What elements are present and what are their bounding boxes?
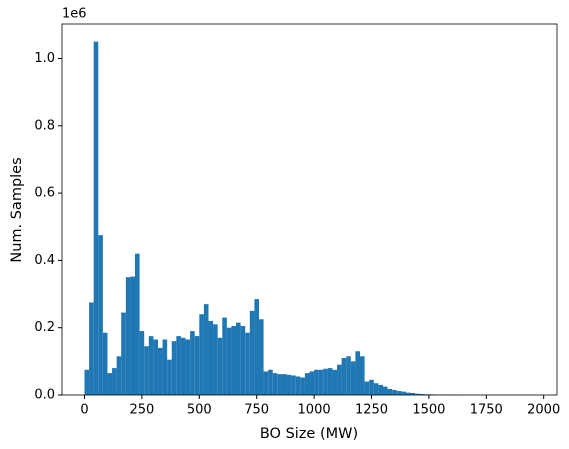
bar <box>112 368 117 395</box>
bar <box>171 341 177 395</box>
bar <box>185 339 191 395</box>
bar <box>304 373 310 395</box>
y-tick-label: 0.0 <box>34 388 55 403</box>
x-tick-label: 1000 <box>298 403 331 418</box>
bar <box>263 371 269 395</box>
bar <box>401 391 406 395</box>
y-axis-label: Num. Samples <box>9 157 25 262</box>
bar <box>130 276 136 395</box>
bar <box>355 351 361 395</box>
x-tick-label: 750 <box>244 403 269 418</box>
bar <box>392 389 397 395</box>
bar <box>231 326 237 395</box>
bar <box>268 369 273 395</box>
bar <box>135 253 140 395</box>
bar <box>360 356 365 395</box>
x-tick-label: 1250 <box>355 403 388 418</box>
bar <box>350 361 356 395</box>
y-tick-label: 0.2 <box>34 320 55 335</box>
bar <box>332 369 338 395</box>
bar <box>291 375 296 395</box>
y-tick-label: 1.0 <box>34 51 55 66</box>
bar <box>405 392 411 395</box>
bar <box>382 386 388 395</box>
bar <box>180 337 186 395</box>
x-axis-label: BO Size (MW) <box>260 426 358 442</box>
bar <box>415 393 420 395</box>
bar <box>341 357 347 395</box>
bar <box>162 339 168 395</box>
bar <box>148 336 154 395</box>
bar <box>107 373 113 395</box>
bar <box>346 356 351 395</box>
bar <box>286 374 292 395</box>
bar <box>208 320 214 395</box>
bar <box>139 331 145 395</box>
bar <box>378 384 383 395</box>
bar <box>300 377 305 395</box>
bar <box>318 369 324 395</box>
bar <box>327 368 333 395</box>
bar <box>167 359 172 395</box>
bar <box>249 310 255 395</box>
bar <box>98 235 103 395</box>
x-tick-label: 1500 <box>412 403 445 418</box>
bar <box>272 373 278 395</box>
bar <box>295 376 301 395</box>
x-tick-label: 0 <box>80 403 88 418</box>
bar <box>396 390 402 395</box>
bar <box>410 392 416 395</box>
x-tick-label: 2000 <box>527 403 560 418</box>
bar <box>309 371 315 395</box>
bar <box>199 314 204 395</box>
bar <box>387 388 393 395</box>
bar <box>203 304 209 395</box>
bar <box>190 331 195 395</box>
y-tick-label: 0.4 <box>34 253 55 268</box>
bar <box>323 368 328 395</box>
bar <box>236 322 241 395</box>
bar <box>213 324 218 395</box>
y-tick-label: 0.8 <box>34 118 55 133</box>
bar <box>373 383 379 395</box>
bar <box>153 339 158 395</box>
plot-frame <box>61 23 558 396</box>
offset-text: 1e6 <box>62 7 87 22</box>
bar <box>369 379 374 395</box>
bar <box>245 332 250 395</box>
bar <box>102 332 108 395</box>
bar <box>254 299 259 395</box>
bar <box>419 393 425 395</box>
bar <box>93 41 99 396</box>
bar <box>314 369 319 395</box>
bar <box>222 317 227 395</box>
bar <box>125 277 131 395</box>
bar <box>116 356 122 395</box>
bar <box>89 302 94 395</box>
bar <box>258 319 264 395</box>
y-tick-label: 0.6 <box>34 186 55 201</box>
x-tick-label: 1750 <box>470 403 503 418</box>
bar <box>337 364 342 395</box>
bar <box>194 336 200 395</box>
bar <box>281 374 287 395</box>
bar <box>364 381 370 395</box>
bar <box>277 374 282 395</box>
bar <box>240 326 246 395</box>
bar <box>144 346 149 395</box>
bar <box>226 327 232 395</box>
bar <box>157 347 163 395</box>
bar <box>217 337 223 395</box>
x-tick-label: 250 <box>129 403 154 418</box>
bar <box>176 336 181 395</box>
x-tick-label: 500 <box>187 403 212 418</box>
bar <box>84 369 90 395</box>
bar <box>121 312 126 395</box>
